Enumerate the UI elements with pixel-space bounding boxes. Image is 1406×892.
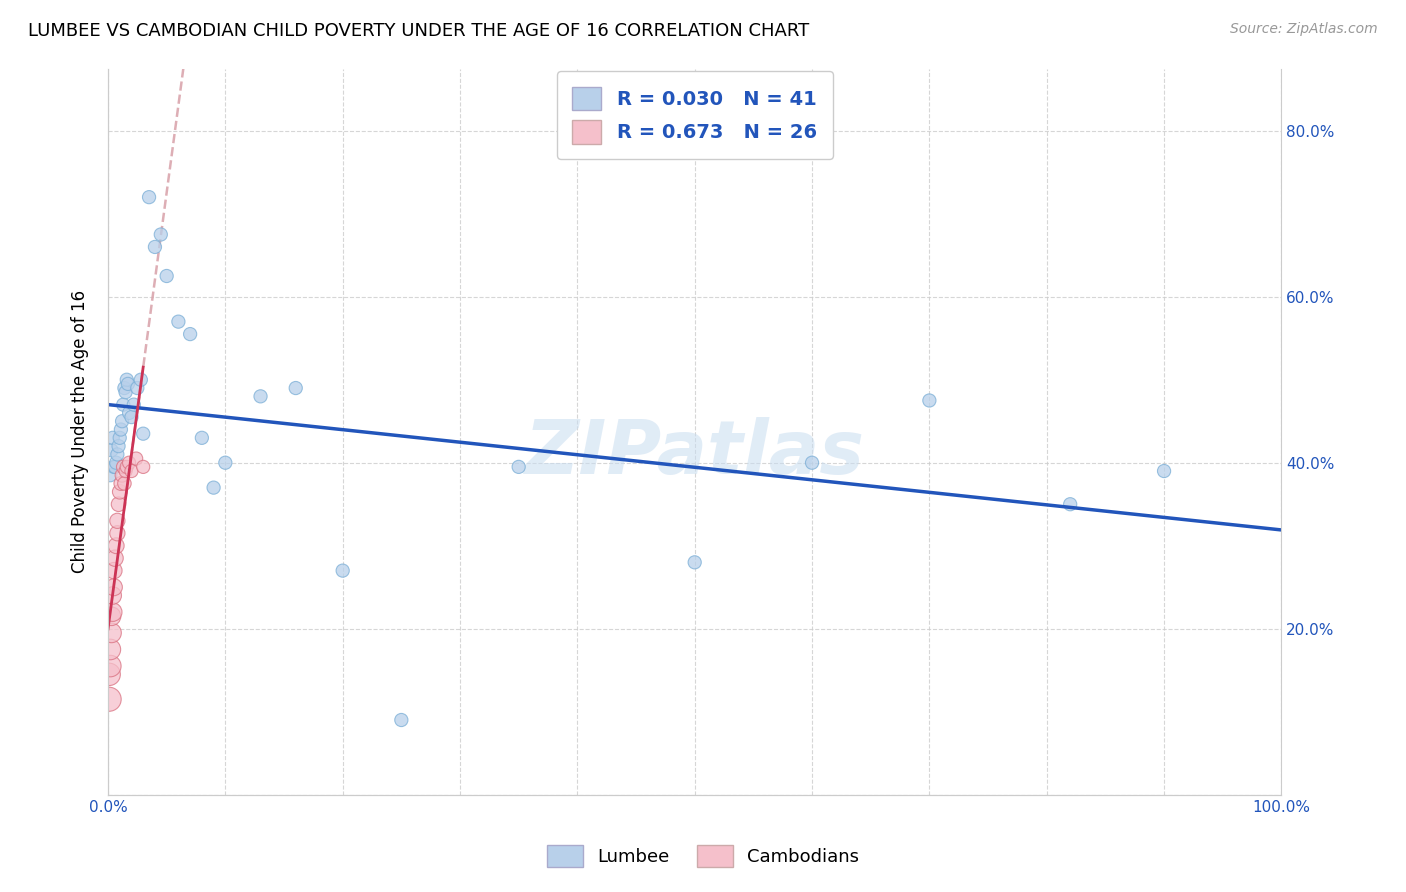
Y-axis label: Child Poverty Under the Age of 16: Child Poverty Under the Age of 16 — [72, 290, 89, 574]
Point — [115, 459, 138, 474]
Point — [156, 268, 179, 283]
Point — [179, 327, 201, 342]
Point — [98, 659, 121, 673]
Point — [107, 497, 129, 511]
Point — [284, 381, 307, 395]
Point — [107, 439, 129, 453]
Legend: Lumbee, Cambodians: Lumbee, Cambodians — [540, 838, 866, 874]
Point — [389, 713, 412, 727]
Point — [120, 410, 142, 425]
Point — [249, 389, 271, 403]
Point — [122, 398, 145, 412]
Point — [112, 398, 135, 412]
Point — [127, 381, 149, 395]
Point — [98, 642, 121, 657]
Point — [105, 526, 128, 541]
Text: LUMBEE VS CAMBODIAN CHILD POVERTY UNDER THE AGE OF 16 CORRELATION CHART: LUMBEE VS CAMBODIAN CHILD POVERTY UNDER … — [28, 22, 810, 40]
Legend: R = 0.030   N = 41, R = 0.673   N = 26: R = 0.030 N = 41, R = 0.673 N = 26 — [557, 71, 832, 160]
Point — [101, 431, 124, 445]
Point — [149, 227, 172, 242]
Point — [103, 580, 125, 594]
Point — [100, 609, 122, 624]
Point — [801, 456, 824, 470]
Point — [100, 443, 122, 458]
Point — [105, 539, 128, 553]
Point — [125, 451, 148, 466]
Point — [118, 406, 141, 420]
Point — [683, 555, 706, 569]
Text: Source: ZipAtlas.com: Source: ZipAtlas.com — [1230, 22, 1378, 37]
Point — [132, 426, 155, 441]
Point — [111, 414, 134, 428]
Point — [98, 692, 121, 706]
Point — [104, 459, 127, 474]
Point — [103, 459, 125, 474]
Point — [120, 464, 142, 478]
Point — [112, 459, 135, 474]
Point — [98, 468, 121, 483]
Point — [138, 190, 160, 204]
Point — [105, 456, 128, 470]
Point — [105, 514, 128, 528]
Point — [108, 431, 131, 445]
Point — [1153, 464, 1175, 478]
Point — [202, 481, 225, 495]
Text: ZIPatlas: ZIPatlas — [524, 417, 865, 490]
Point — [129, 373, 152, 387]
Point — [918, 393, 941, 408]
Point — [191, 431, 214, 445]
Point — [114, 385, 136, 400]
Point — [108, 484, 131, 499]
Point — [132, 459, 155, 474]
Point — [103, 564, 125, 578]
Point — [100, 625, 122, 640]
Point — [111, 468, 134, 483]
Point — [110, 476, 132, 491]
Point — [112, 381, 135, 395]
Point — [332, 564, 354, 578]
Point — [508, 459, 530, 474]
Point — [117, 376, 139, 391]
Point — [110, 423, 132, 437]
Point — [114, 464, 136, 478]
Point — [98, 667, 121, 681]
Point — [101, 589, 124, 603]
Point — [143, 240, 166, 254]
Point — [112, 476, 135, 491]
Point — [105, 447, 128, 461]
Point — [101, 605, 124, 619]
Point — [104, 551, 127, 566]
Point — [1059, 497, 1081, 511]
Point — [214, 456, 236, 470]
Point — [115, 373, 138, 387]
Point — [118, 456, 141, 470]
Point — [167, 315, 190, 329]
